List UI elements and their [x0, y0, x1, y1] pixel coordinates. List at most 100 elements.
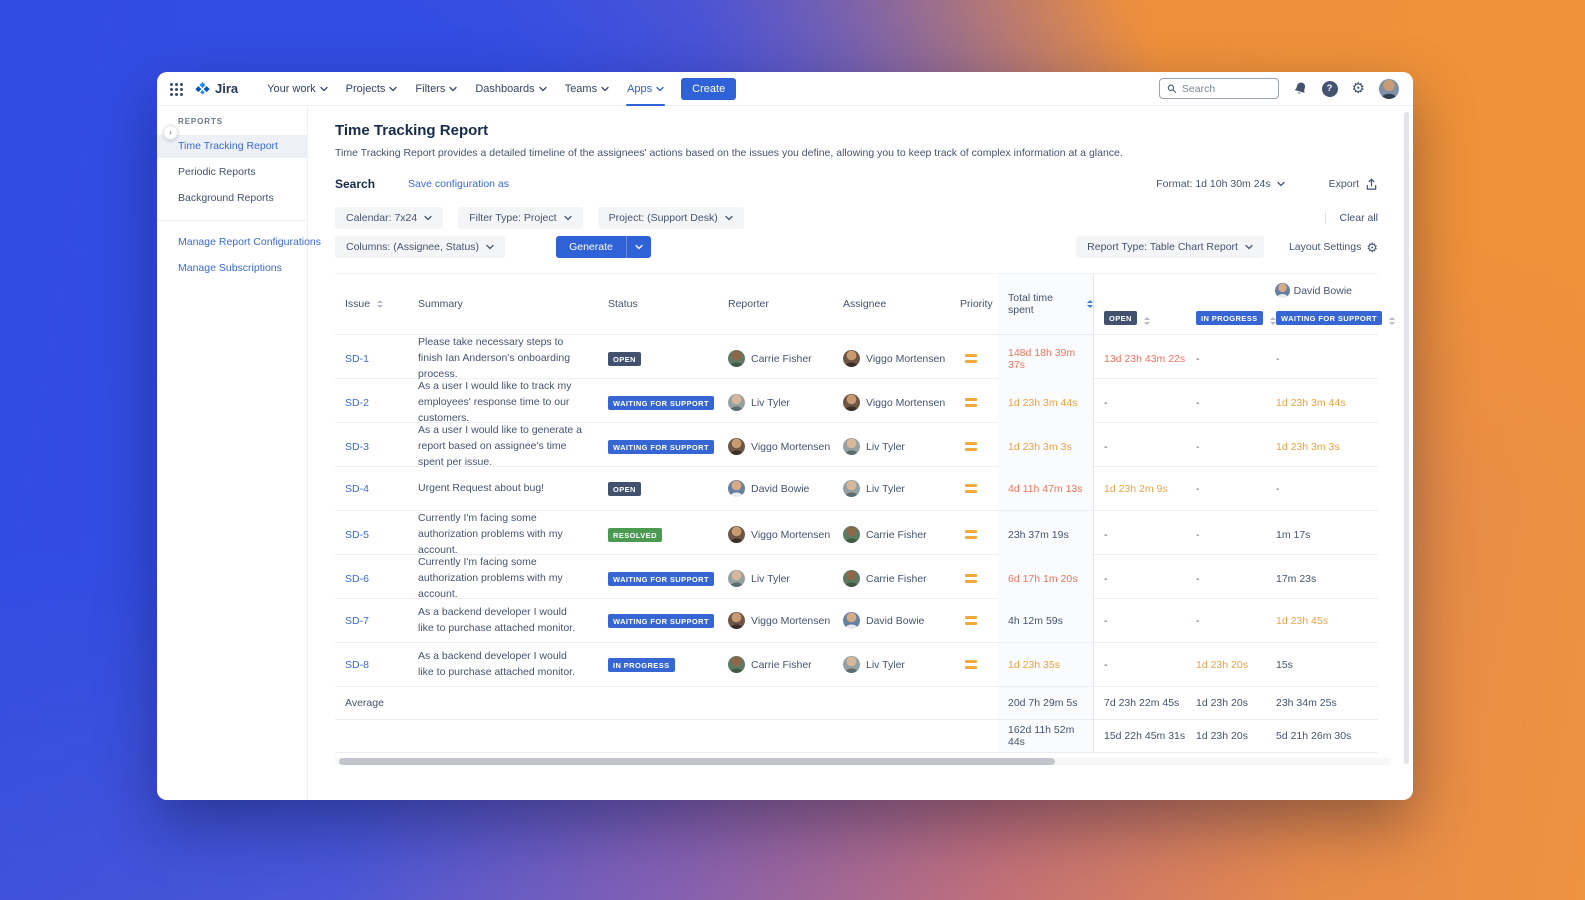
assignee-cell: Viggo Mortensen	[833, 379, 950, 426]
column-header-reporter[interactable]: Reporter	[728, 298, 769, 310]
format-dropdown[interactable]: Format: 1d 10h 30m 24s	[1156, 178, 1285, 190]
horizontal-scrollbar[interactable]	[335, 758, 1391, 765]
second-filter-row: Columns: (Assignee, Status) Generate Rep…	[335, 236, 1378, 258]
average-open: 7d 23h 22m 45s	[1093, 687, 1186, 719]
issue-key-link[interactable]: SD-6	[345, 572, 369, 585]
assignee-cell: David Bowie	[833, 599, 950, 642]
search-section-label: Search	[335, 177, 376, 191]
nav-item[interactable]: Projects	[337, 72, 407, 106]
issue-key-link[interactable]: SD-7	[345, 614, 369, 627]
nav-item[interactable]: Dashboards	[466, 72, 555, 106]
reporter-cell: Viggo Mortensen	[718, 511, 833, 558]
layout-settings-button[interactable]: Layout Settings ⚙	[1288, 239, 1378, 255]
table-body: SD-1 Please take necessary steps to fini…	[335, 335, 1378, 687]
report-type-chip[interactable]: Report Type: Table Chart Report	[1076, 236, 1264, 258]
issue-key-link[interactable]: SD-8	[345, 658, 369, 671]
notifications-bell-icon[interactable]	[1293, 81, 1308, 96]
filter-chip[interactable]: Filter Type: Project	[458, 207, 583, 229]
app-switcher-icon[interactable]	[169, 81, 183, 96]
avatar	[728, 394, 745, 412]
nav-item[interactable]: Filters	[406, 72, 466, 106]
sidebar-link[interactable]: Manage Subscriptions	[178, 262, 282, 274]
issue-key-link[interactable]: SD-5	[345, 528, 369, 541]
table-row: SD-6 Currently I'm facing some authoriza…	[335, 555, 1378, 603]
status-cell: OPEN	[598, 467, 718, 510]
create-button[interactable]: Create	[681, 77, 737, 100]
column-header-status[interactable]: Status	[608, 298, 638, 310]
priority-medium-icon	[965, 442, 977, 451]
status-badge: IN PROGRESS	[608, 657, 675, 672]
horizontal-scrollbar-thumb[interactable]	[339, 758, 1055, 765]
status-badge: WAITING FOR SUPPORT	[608, 439, 714, 454]
columns-chip[interactable]: Columns: (Assignee, Status)	[335, 236, 506, 258]
priority-medium-icon	[965, 660, 977, 669]
sidebar-item[interactable]: Periodic Reports	[178, 166, 256, 178]
sidebar-collapse-button[interactable]: ›	[163, 125, 178, 140]
filter-chip[interactable]: Calendar: 7x24	[335, 207, 444, 229]
nav-item[interactable]: Teams	[556, 72, 618, 106]
issue-summary: Currently I'm facing some authorization …	[418, 512, 563, 556]
in-progress-time-cell: -	[1196, 482, 1200, 495]
issue-summary: Currently I'm facing some authorization …	[418, 556, 563, 600]
priority-cell	[950, 511, 998, 558]
total-time-cell: 148d 18h 39m 37s	[998, 335, 1093, 383]
export-button[interactable]: Export	[1329, 178, 1378, 191]
in-progress-time-cell: -	[1196, 396, 1200, 409]
nav-item[interactable]: Apps	[618, 72, 673, 106]
sort-icon-active[interactable]	[1087, 300, 1093, 308]
clear-all-button[interactable]: Clear all	[1325, 212, 1378, 224]
issue-key-link[interactable]: SD-3	[345, 440, 369, 453]
sidebar-link[interactable]: Manage Report Configurations	[178, 236, 322, 248]
issue-key-link[interactable]: SD-1	[345, 352, 369, 365]
in-progress-time-cell: -	[1196, 614, 1200, 627]
table-row: SD-8 As a backend developer I would like…	[335, 643, 1378, 687]
search-input[interactable]	[1181, 82, 1271, 95]
assignee-cell: Liv Tyler	[833, 643, 950, 686]
user-avatar[interactable]	[1379, 78, 1399, 99]
assignee-name: Carrie Fisher	[866, 572, 927, 585]
jira-logo[interactable]: Jira	[195, 81, 238, 96]
in-progress-time-cell: -	[1196, 528, 1200, 541]
reporter-cell: Carrie Fisher	[718, 335, 833, 382]
sort-icon[interactable]	[1388, 317, 1395, 325]
open-time-cell: -	[1093, 379, 1186, 427]
issue-key-link[interactable]: SD-4	[345, 482, 369, 495]
average-row: Average 20d 7h 29m 5s 7d 23h 22m 45s 1d …	[335, 687, 1378, 720]
priority-cell	[950, 379, 998, 426]
avatar	[843, 480, 860, 497]
reporter-cell: Viggo Mortensen	[718, 599, 833, 642]
priority-cell	[950, 423, 998, 470]
column-header-summary[interactable]: Summary	[418, 298, 463, 310]
column-header-assignee[interactable]: Assignee	[843, 298, 887, 310]
status-badge: OPEN	[608, 351, 641, 366]
global-search[interactable]	[1158, 78, 1279, 99]
generate-button[interactable]: Generate	[556, 236, 651, 258]
nav-item[interactable]: Your work	[258, 72, 337, 106]
sort-icon[interactable]	[377, 300, 384, 308]
column-header-total-time[interactable]: Total time spent	[998, 274, 1093, 334]
column-header-priority[interactable]: Priority	[960, 298, 993, 310]
column-header-issue[interactable]: Issue	[335, 274, 408, 334]
chevron-down-icon	[486, 244, 494, 250]
sidebar-item[interactable]: Time Tracking Report	[157, 135, 307, 158]
vertical-scrollbar[interactable]	[1404, 112, 1409, 764]
group-user-header: David Bowie	[1274, 283, 1352, 298]
total-label	[335, 720, 998, 752]
issue-key-link[interactable]: SD-2	[345, 396, 369, 409]
generate-dropdown-toggle[interactable]	[625, 236, 651, 258]
column-header-in-progress[interactable]: IN PROGRESS	[1186, 274, 1276, 334]
save-configuration-link[interactable]: Save configuration as	[408, 178, 510, 190]
sort-icon[interactable]	[1143, 317, 1150, 325]
status-badge: WAITING FOR SUPPORT	[608, 395, 714, 410]
column-header-open[interactable]: OPEN	[1093, 274, 1186, 334]
sort-icon[interactable]	[1269, 317, 1276, 325]
sidebar-item[interactable]: Background Reports	[178, 192, 274, 204]
priority-cell	[950, 467, 998, 510]
nav-item-label: Apps	[627, 82, 653, 95]
column-header-waiting-for-support[interactable]: WAITING FOR SUPPORT	[1266, 274, 1395, 334]
export-icon	[1366, 178, 1377, 190]
help-icon[interactable]: ?	[1321, 80, 1338, 97]
settings-gear-icon[interactable]: ⚙	[1351, 80, 1365, 97]
priority-cell	[950, 555, 998, 602]
filter-chip[interactable]: Project: (Support Desk)	[597, 207, 744, 229]
